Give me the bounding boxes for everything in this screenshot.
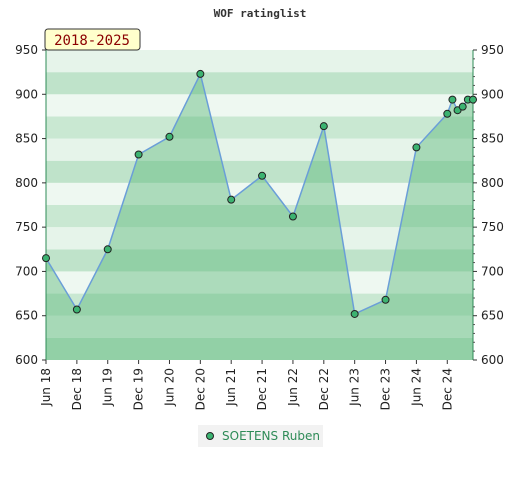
data-point[interactable] — [381, 295, 390, 304]
data-point[interactable] — [72, 305, 81, 314]
y-tick-label-right: 600 — [481, 353, 504, 367]
background-band — [46, 227, 473, 250]
x-tick-label: Jun 24 — [409, 368, 423, 407]
background-band — [46, 138, 473, 161]
y-tick-label-right: 700 — [481, 264, 504, 278]
y-tick-label-right: 850 — [481, 132, 504, 146]
x-tick-label: Dec 21 — [255, 368, 269, 410]
legend-marker — [206, 432, 214, 440]
x-tick-label: Dec 24 — [440, 368, 454, 410]
data-point[interactable] — [443, 109, 452, 118]
background-band — [46, 72, 473, 95]
area-fill-layer — [46, 73, 473, 361]
background-band — [46, 182, 473, 205]
background-band — [46, 271, 473, 294]
background-band — [46, 315, 473, 338]
range-label-background — [44, 28, 141, 51]
background-band — [46, 205, 473, 228]
x-tick-label: Jun 21 — [224, 368, 238, 407]
data-point[interactable] — [469, 95, 477, 104]
y-tick-label-right: 750 — [481, 220, 504, 234]
legend-label: SOETENS Ruben — [222, 429, 320, 443]
data-point[interactable] — [196, 69, 205, 78]
x-tick-label: Jun 22 — [286, 368, 300, 407]
rating-area — [46, 73, 473, 361]
y-tick-label-left: 600 — [15, 353, 38, 367]
background-band — [46, 293, 473, 316]
background-band — [46, 249, 473, 272]
range-label-box: 2018-2025 — [44, 28, 141, 51]
range-label: 2018-2025 — [54, 33, 130, 49]
y-tick-label-right: 800 — [481, 176, 504, 190]
x-tick-label: Jun 20 — [162, 368, 176, 407]
data-point[interactable] — [165, 132, 174, 141]
data-point[interactable] — [412, 143, 421, 152]
y-tick-label-right: 950 — [481, 43, 504, 57]
x-tick-label: Dec 20 — [193, 368, 207, 410]
data-point[interactable] — [227, 195, 236, 204]
x-tick-label: Jun 23 — [348, 368, 362, 407]
data-point[interactable] — [448, 95, 457, 104]
data-points — [42, 69, 477, 318]
y-tick-label-left: 650 — [15, 309, 38, 323]
x-tick-label: Jun 18 — [39, 368, 53, 407]
x-tick-label: Dec 23 — [379, 368, 393, 410]
x-tick-label: Dec 18 — [70, 368, 84, 410]
y-tick-label-right: 900 — [481, 87, 504, 101]
data-point[interactable] — [288, 212, 297, 221]
background-band — [46, 337, 473, 360]
x-tick-label: Dec 22 — [317, 368, 331, 410]
x-tick-label: Jun 19 — [101, 368, 115, 407]
data-point[interactable] — [134, 150, 143, 159]
data-point[interactable] — [319, 122, 328, 131]
background-band — [46, 160, 473, 183]
legend-background — [198, 425, 323, 447]
legend[interactable]: SOETENS Ruben — [198, 425, 323, 447]
chart-title: WOF ratinglist — [214, 7, 307, 20]
background-bands — [46, 50, 473, 360]
background-band — [46, 116, 473, 139]
data-point[interactable] — [42, 254, 50, 263]
background-band — [46, 50, 473, 73]
data-point[interactable] — [458, 102, 467, 111]
y-tick-label-left: 900 — [15, 87, 38, 101]
y-tick-label-left: 950 — [15, 43, 38, 57]
data-point[interactable] — [103, 245, 112, 254]
y-tick-label-left: 800 — [15, 176, 38, 190]
y-tick-label-left: 750 — [15, 220, 38, 234]
y-tick-label-right: 650 — [481, 309, 504, 323]
y-tick-label-left: 700 — [15, 264, 38, 278]
data-point[interactable] — [258, 171, 267, 180]
axes: 600 600 650 650 700 700 750 750 800 800 850 850 900 9… — [15, 43, 504, 410]
background-band — [46, 94, 473, 117]
y-tick-label-left: 850 — [15, 132, 38, 146]
x-tick-label: Dec 19 — [132, 368, 146, 410]
data-point[interactable] — [350, 309, 359, 318]
